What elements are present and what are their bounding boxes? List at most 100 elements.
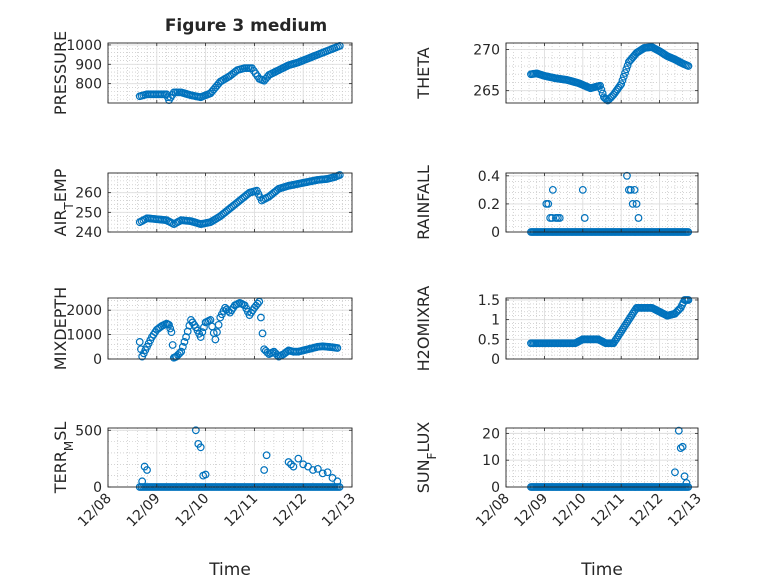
- data-point: [596, 81, 604, 90]
- data-point: [196, 333, 205, 341]
- data-point: [257, 313, 265, 322]
- data-point: [335, 171, 344, 179]
- data-series: [527, 296, 693, 348]
- data-point: [211, 335, 220, 344]
- y-tick-label: 240: [75, 225, 102, 241]
- data-point: [610, 337, 619, 346]
- data-point: [289, 462, 298, 471]
- data-point: [621, 321, 629, 330]
- data-point: [178, 342, 187, 351]
- data-point: [177, 347, 186, 356]
- axes-frame: [505, 42, 699, 104]
- y-tick-label: 1000: [66, 38, 102, 54]
- data-point: [135, 338, 144, 346]
- data-point: [143, 466, 151, 474]
- data-point: [619, 72, 628, 81]
- data-point: [548, 214, 556, 222]
- axes-frame: [505, 172, 699, 233]
- data-point: [200, 323, 208, 332]
- data-point: [333, 344, 342, 352]
- plot-area: [506, 173, 698, 232]
- data-point: [617, 80, 626, 88]
- y-tick-label: 10: [482, 453, 500, 469]
- data-point: [613, 333, 622, 342]
- data-point: [597, 85, 606, 94]
- data-point: [168, 341, 177, 349]
- data-point: [680, 472, 689, 481]
- data-point: [622, 319, 631, 328]
- data-point: [632, 199, 641, 208]
- plot-area: [108, 428, 352, 487]
- data-point: [618, 76, 627, 85]
- data-point: [213, 328, 221, 337]
- data-point: [214, 320, 223, 329]
- y-tick-label: 0: [491, 352, 500, 368]
- data-point: [333, 477, 342, 486]
- data-series: [135, 171, 344, 229]
- y-tick-label: 1.5: [478, 293, 500, 309]
- y-tick-label: 500: [75, 423, 102, 439]
- data-series: [135, 42, 344, 104]
- y-tick-label: 0: [491, 480, 500, 496]
- plot-area: [506, 428, 698, 487]
- data-point: [555, 214, 564, 222]
- data-point: [619, 323, 628, 332]
- plot-area: [506, 298, 698, 359]
- y-tick-label: 260: [75, 186, 102, 202]
- data-point: [166, 324, 175, 333]
- y-tick-label: 2000: [66, 303, 102, 319]
- data-point: [623, 317, 632, 326]
- y-axis-label: SUNFLUX: [414, 422, 439, 494]
- data-point: [262, 451, 271, 460]
- data-series: [135, 297, 342, 362]
- data-point: [201, 470, 210, 479]
- data-point: [309, 466, 317, 474]
- y-tick-label: 270: [473, 43, 500, 59]
- data-point: [167, 328, 176, 337]
- data-point: [299, 460, 308, 469]
- y-axis-label: PRESSURE: [51, 31, 70, 115]
- y-tick-label: 1000: [66, 328, 102, 344]
- axes-frame: [107, 297, 353, 360]
- data-point: [617, 327, 626, 336]
- data-point: [294, 454, 303, 463]
- data-series: [527, 43, 693, 105]
- data-point: [684, 62, 693, 70]
- y-tick-label: 1: [491, 313, 500, 329]
- data-point: [580, 214, 589, 222]
- data-point: [191, 426, 200, 435]
- y-tick-label: 0: [93, 480, 102, 496]
- y-tick-label: 20: [482, 426, 500, 442]
- axes-frame: [107, 172, 353, 233]
- y-tick-label: 0: [491, 225, 500, 241]
- data-point: [165, 320, 173, 329]
- y-axis-label: THETA: [414, 47, 433, 99]
- figure-title: Figure 3 medium: [165, 16, 327, 36]
- data-point: [682, 479, 691, 487]
- data-point: [630, 185, 639, 194]
- panel-theta: 265 270 THETA: [414, 42, 699, 105]
- data-point: [253, 299, 262, 308]
- y-tick-label: 250: [75, 205, 102, 221]
- y-tick-label: 800: [75, 77, 102, 93]
- axes-frame: [107, 427, 353, 488]
- data-point: [138, 477, 147, 486]
- data-point: [674, 426, 683, 435]
- x-axis-label: Time: [208, 560, 251, 580]
- data-point: [313, 464, 322, 473]
- data-point: [260, 466, 269, 474]
- data-point: [318, 469, 327, 478]
- y-tick-label: 0.5: [478, 332, 500, 348]
- data-point: [196, 443, 205, 452]
- data-point: [578, 185, 587, 194]
- data-point: [634, 214, 643, 222]
- data-point: [628, 199, 637, 208]
- axes-frame: [505, 297, 699, 360]
- axes-frame: [107, 42, 353, 104]
- y-tick-label: 0.4: [478, 169, 500, 185]
- data-point: [323, 468, 332, 477]
- data-point: [284, 458, 293, 466]
- data-point: [258, 329, 267, 338]
